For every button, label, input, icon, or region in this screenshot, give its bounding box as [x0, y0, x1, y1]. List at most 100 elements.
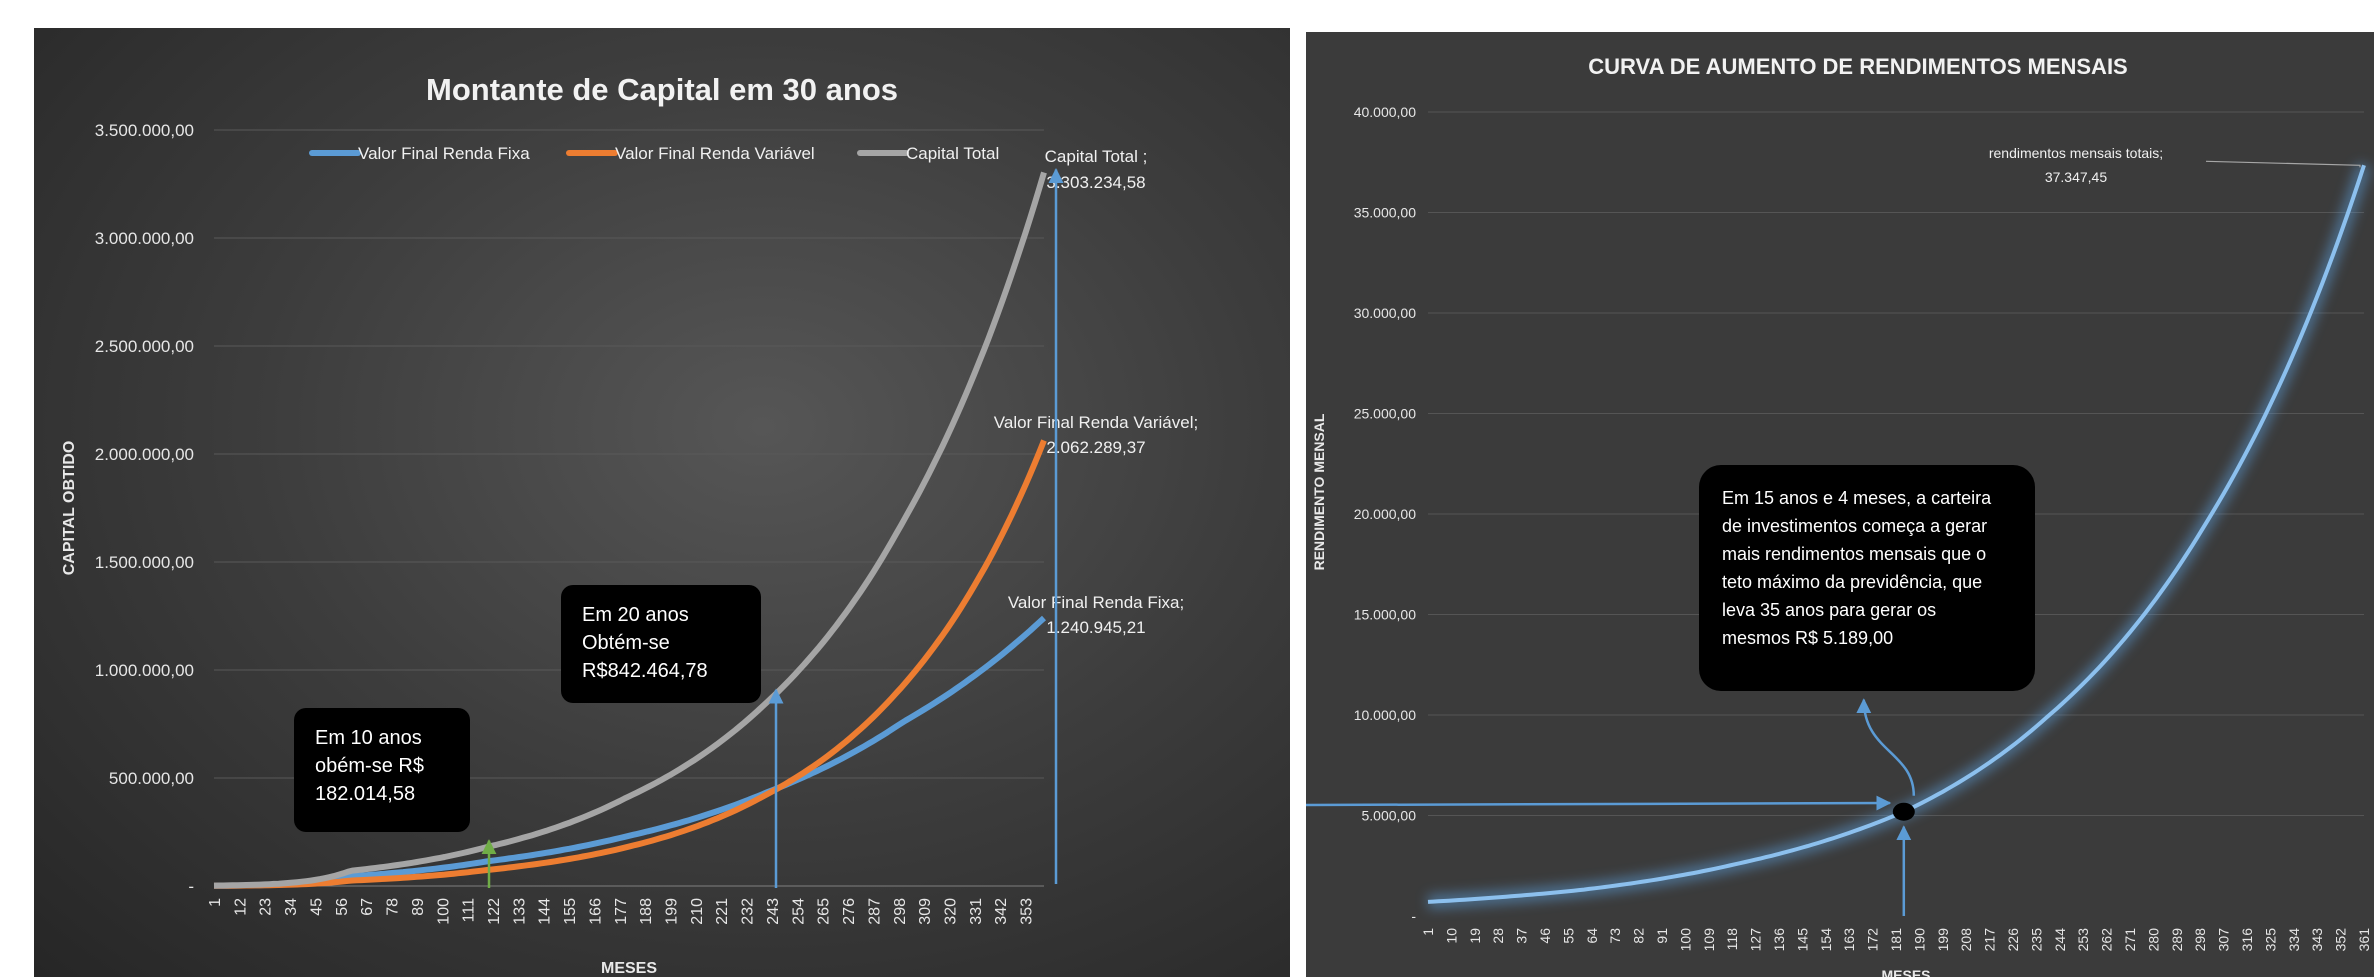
- x-tick-label: 265: [816, 898, 833, 925]
- x-tick-label: 280: [2145, 928, 2161, 952]
- x-tick-label: 361: [2356, 928, 2372, 952]
- data-label-title: Valor Final Renda Variável;: [994, 413, 1198, 432]
- x-tick-label: 325: [2262, 928, 2278, 952]
- x-tick-label: 254: [790, 898, 807, 925]
- x-axis-title: MESES: [601, 960, 657, 977]
- x-tick-label: 210: [689, 898, 706, 925]
- x-tick-label: 353: [1019, 898, 1036, 925]
- x-tick-label: 1: [1420, 928, 1436, 936]
- legend-label: Capital Total: [906, 144, 999, 163]
- annotation-text: R$842.464,78: [582, 660, 708, 682]
- x-tick-label: 23: [258, 898, 275, 916]
- y-tick-label: -: [1411, 908, 1416, 924]
- x-tick-label: 133: [511, 898, 528, 925]
- y-tick-label: 3.000.000,00: [95, 229, 194, 248]
- annotation-box: [294, 708, 470, 832]
- x-tick-label: 1: [207, 898, 224, 907]
- x-tick-label: 144: [537, 898, 554, 925]
- annotation-text: leva 35 anos para gerar os: [1722, 600, 1936, 620]
- x-tick-label: 188: [638, 898, 655, 925]
- horizontal-arrow: [1306, 795, 1892, 811]
- x-tick-label: 287: [866, 898, 883, 925]
- y-tick-label: 1.500.000,00: [95, 553, 194, 572]
- x-tick-label: 155: [562, 898, 579, 925]
- x-tick-label: 331: [968, 898, 985, 925]
- x-tick-label: 320: [942, 898, 959, 925]
- x-tick-label: 199: [664, 898, 681, 925]
- data-label-title: rendimentos mensais totais;: [1989, 145, 2163, 161]
- x-tick-label: 67: [359, 898, 376, 916]
- x-tick-label: 118: [1724, 928, 1740, 951]
- annotation-text: 182.014,58: [315, 783, 415, 805]
- data-label-leader: [2205, 160, 2361, 168]
- data-label-title: Valor Final Renda Fixa;: [1008, 593, 1184, 612]
- x-tick-label: 190: [1911, 928, 1927, 952]
- x-tick-label: 253: [2075, 928, 2091, 952]
- y-tick-label: 1.000.000,00: [95, 661, 194, 680]
- x-tick-label: 19: [1467, 928, 1483, 944]
- capital-chart: Montante de Capital em 30 anos - 500.000,0…: [61, 72, 1198, 977]
- x-tick-label: 208: [1958, 928, 1974, 952]
- x-tick-label: 226: [2005, 928, 2021, 952]
- x-tick-label: 221: [714, 898, 731, 925]
- x-tick-label: 100: [435, 898, 452, 925]
- x-tick-label: 343: [2309, 928, 2325, 952]
- y-tick-label: 5.000,00: [1362, 808, 1417, 824]
- income-chart-panel: CURVA DE AUMENTO DE RENDIMENTOS MENSAIS -…: [1306, 32, 2374, 977]
- x-tick-label: 243: [765, 898, 782, 925]
- x-tick-label: 172: [1865, 928, 1881, 952]
- annotation-text: mesmos R$ 5.189,00: [1722, 628, 1893, 648]
- x-tick-label: 309: [917, 898, 934, 925]
- series-line-0: [214, 615, 1047, 889]
- x-tick-label: 12: [232, 898, 249, 916]
- annotation-text: Em 20 anos: [582, 604, 689, 626]
- data-label-title: Capital Total ;: [1045, 147, 1148, 166]
- x-tick-label: 37: [1514, 928, 1530, 944]
- chart-title: Montante de Capital em 30 anos: [426, 72, 898, 107]
- annotation-text: de investimentos começa a gerar: [1722, 516, 1987, 536]
- x-tick-label: 154: [1818, 928, 1834, 952]
- annotation-box: [561, 585, 761, 703]
- x-tick-label: 55: [1560, 928, 1576, 944]
- x-tick-label: 46: [1537, 928, 1553, 944]
- x-tick-label: 298: [892, 898, 909, 925]
- x-tick-label: 298: [2192, 928, 2208, 952]
- x-tick-label: 34: [283, 898, 300, 916]
- x-axis-title: MESES: [1881, 967, 1930, 977]
- x-tick-label: 181: [1888, 928, 1904, 952]
- y-tick-label: 2.000.000,00: [95, 445, 194, 464]
- y-tick-label: 15.000,00: [1354, 607, 1416, 623]
- x-tick-label: 334: [2286, 928, 2302, 952]
- x-tick-label: 307: [2216, 928, 2232, 952]
- x-tick-label: 244: [2052, 928, 2068, 952]
- y-axis-title: CAPITAL OBTIDO: [61, 441, 78, 576]
- chart-title: CURVA DE AUMENTO DE RENDIMENTOS MENSAIS: [1588, 54, 2127, 79]
- annotation-text: Em 10 anos: [315, 727, 422, 749]
- x-tick-label: 136: [1771, 928, 1787, 952]
- x-tick-label: 235: [2028, 928, 2044, 952]
- x-tick-label: 56: [334, 898, 351, 916]
- x-tick-label: 127: [1748, 928, 1764, 952]
- data-label-value: 37.347,45: [2045, 169, 2107, 185]
- x-tick-label: 232: [740, 898, 757, 925]
- y-tick-label: 500.000,00: [109, 769, 194, 788]
- annotation-text: mais rendimentos mensais que o: [1722, 544, 1986, 564]
- x-tick-label: 271: [2122, 928, 2138, 952]
- capital-chart-panel: Montante de Capital em 30 anos - 500.000,0…: [34, 28, 1290, 977]
- x-tick-label: 145: [1794, 928, 1810, 952]
- annotation-text: Em 15 anos e 4 meses, a carteira: [1722, 488, 1992, 508]
- series-line-2: [213, 171, 1047, 889]
- legend-label: Valor Final Renda Variável: [615, 144, 815, 163]
- data-label-value: 3.303.234,58: [1046, 173, 1145, 192]
- x-tick-label: 91: [1654, 928, 1670, 944]
- x-tick-label: 64: [1584, 928, 1600, 944]
- curved-arrow: [1856, 698, 1916, 796]
- data-label-value: 2.062.289,37: [1046, 438, 1145, 457]
- x-tick-label: 199: [1935, 928, 1951, 952]
- x-tick-label: 28: [1490, 928, 1506, 944]
- x-tick-label: 122: [486, 898, 503, 925]
- income-chart: CURVA DE AUMENTO DE RENDIMENTOS MENSAIS -…: [1306, 54, 2372, 977]
- y-tick-label: 10.000,00: [1354, 707, 1416, 723]
- y-tick-label: 20.000,00: [1354, 506, 1416, 522]
- x-tick-label: 217: [1982, 928, 1998, 952]
